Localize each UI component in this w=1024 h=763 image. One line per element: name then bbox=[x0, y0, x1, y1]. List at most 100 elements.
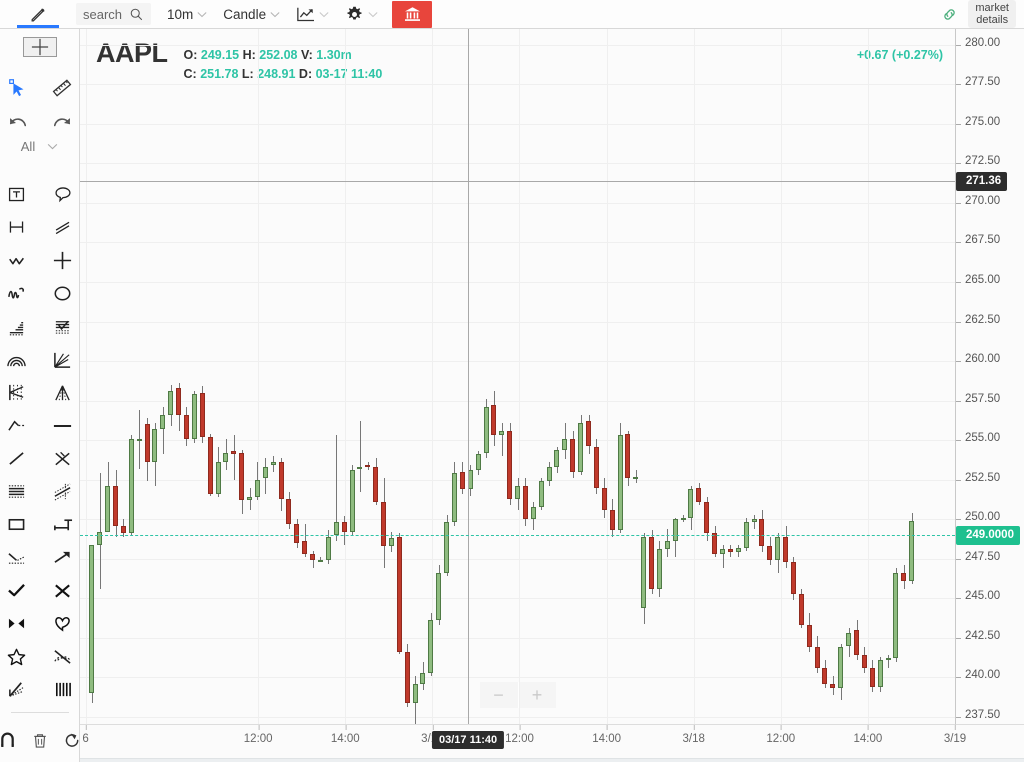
indicators-selector[interactable] bbox=[296, 6, 329, 23]
gridline-vertical bbox=[519, 29, 521, 724]
heart-icon[interactable] bbox=[46, 607, 80, 640]
bank-icon[interactable] bbox=[392, 0, 433, 28]
chart-type-label: Candle bbox=[223, 6, 267, 22]
candle-body bbox=[444, 522, 450, 573]
zoom-out-button[interactable]: − bbox=[479, 682, 518, 708]
candle-body bbox=[136, 438, 142, 441]
settings-selector[interactable] bbox=[345, 5, 378, 24]
candle-body bbox=[191, 394, 197, 439]
text-tool-icon[interactable] bbox=[0, 178, 34, 211]
scribble-icon[interactable] bbox=[0, 277, 34, 310]
candle-body bbox=[751, 519, 757, 523]
reset-icon[interactable] bbox=[63, 727, 82, 753]
angle-fan-icon[interactable] bbox=[46, 343, 80, 376]
arc-fan-icon[interactable] bbox=[0, 343, 34, 376]
candle-body bbox=[215, 462, 221, 494]
rectangle-icon[interactable] bbox=[0, 508, 34, 541]
fib-retracement-icon[interactable] bbox=[0, 475, 34, 508]
arrow-icon[interactable] bbox=[46, 541, 80, 574]
grid-projection-icon[interactable] bbox=[0, 376, 34, 409]
tool-filter-dropdown[interactable]: All bbox=[21, 139, 58, 154]
candle-wick bbox=[336, 435, 337, 542]
ohlc-line-1: O: 249.15 H: 252.08 V: 1.30m bbox=[184, 46, 383, 65]
last-price-badge: 249.0000 bbox=[956, 525, 1020, 545]
candle-body bbox=[767, 546, 773, 561]
gridline-horizontal bbox=[80, 163, 955, 165]
search-input[interactable]: search bbox=[76, 3, 152, 25]
time-tick: 3/18 bbox=[683, 725, 705, 745]
vertical-bars-icon[interactable] bbox=[46, 673, 80, 706]
checkbox-grid-icon[interactable] bbox=[46, 310, 80, 343]
candle-body bbox=[869, 667, 875, 687]
close-value: 251.78 bbox=[200, 67, 239, 81]
time-axis[interactable]: 612:0014:003/1712:0014:003/1812:0014:003… bbox=[80, 725, 1024, 758]
candle-body bbox=[814, 647, 820, 668]
chart-type-selector[interactable]: Candle bbox=[223, 7, 280, 22]
candle-body bbox=[128, 438, 134, 534]
gridline-horizontal bbox=[80, 716, 955, 718]
chevron-down-icon bbox=[270, 11, 280, 18]
cross-lines-icon[interactable] bbox=[46, 442, 80, 475]
magnet-icon[interactable] bbox=[0, 727, 17, 753]
link-icon[interactable] bbox=[941, 6, 958, 23]
chart-legend: AAPL O: 249.15 H: 252.08 V: 1.30m bbox=[96, 37, 382, 84]
parallel-lines-icon[interactable] bbox=[46, 211, 80, 244]
gann-box-icon[interactable] bbox=[0, 310, 34, 343]
crosshair-plus-icon[interactable] bbox=[46, 244, 80, 277]
price-plot[interactable]: AAPL O: 249.15 H: 252.08 V: 1.30m bbox=[80, 29, 955, 725]
undo-icon[interactable] bbox=[5, 107, 31, 133]
extended-line-icon[interactable] bbox=[0, 541, 34, 574]
price-axis[interactable]: 280.00 277.50 275.00 272.50 270.00 267.50 265.… bbox=[955, 29, 1024, 725]
trash-icon[interactable] bbox=[31, 727, 49, 753]
pencil-icon[interactable] bbox=[14, 0, 62, 28]
candle-body bbox=[633, 476, 639, 479]
redo-icon[interactable] bbox=[49, 107, 75, 133]
crosshair-icon[interactable] bbox=[22, 37, 57, 57]
crosshair-horizontal bbox=[80, 181, 955, 183]
range-bar-icon[interactable] bbox=[46, 508, 80, 541]
candle-body bbox=[601, 487, 607, 510]
candle-body bbox=[656, 549, 662, 589]
trend-line-icon[interactable] bbox=[0, 442, 34, 475]
elbow-line-icon[interactable] bbox=[0, 409, 34, 442]
open-value: 249.15 bbox=[200, 48, 240, 62]
candle-body bbox=[854, 629, 860, 656]
regression-icon[interactable] bbox=[46, 475, 80, 508]
horizontal-line-icon[interactable] bbox=[46, 409, 80, 442]
bowtie-icon[interactable] bbox=[0, 607, 34, 640]
ellipse-icon[interactable] bbox=[46, 277, 80, 310]
candle-body bbox=[310, 554, 316, 561]
hide-drawings-icon[interactable] bbox=[46, 640, 80, 673]
candle-body bbox=[231, 451, 237, 455]
date-label: D: bbox=[298, 67, 313, 81]
market-details-button[interactable]: market details bbox=[968, 0, 1016, 28]
time-tick: 3/19 bbox=[944, 725, 966, 745]
candle-body bbox=[475, 454, 481, 471]
check-mark-icon[interactable] bbox=[0, 574, 34, 607]
interval-selector[interactable]: 10m bbox=[167, 7, 207, 22]
x-mark-icon[interactable] bbox=[46, 574, 80, 607]
zoom-in-button[interactable]: + bbox=[517, 682, 556, 708]
cursor-arrow-icon[interactable] bbox=[5, 75, 31, 101]
candle-body bbox=[893, 573, 899, 659]
ray-fan-icon[interactable] bbox=[0, 673, 34, 706]
candle-body bbox=[278, 462, 284, 499]
candle-body bbox=[790, 561, 796, 594]
ruler-icon[interactable] bbox=[49, 75, 75, 101]
close-label: C: bbox=[183, 67, 197, 81]
candle-body bbox=[554, 449, 560, 468]
chevron-down-icon bbox=[47, 143, 58, 150]
candle-body bbox=[798, 593, 804, 626]
zigzag-icon[interactable] bbox=[0, 244, 34, 277]
candle-body bbox=[664, 541, 670, 550]
candle-body bbox=[578, 422, 584, 472]
candle-wick bbox=[502, 422, 503, 456]
star-icon[interactable] bbox=[0, 640, 34, 673]
pitchfork-icon[interactable] bbox=[46, 376, 80, 409]
candle-body bbox=[877, 659, 883, 687]
candle-body bbox=[160, 414, 166, 430]
candle-body bbox=[672, 519, 678, 542]
measure-range-icon[interactable] bbox=[0, 211, 34, 244]
callout-tool-icon[interactable] bbox=[46, 178, 80, 211]
